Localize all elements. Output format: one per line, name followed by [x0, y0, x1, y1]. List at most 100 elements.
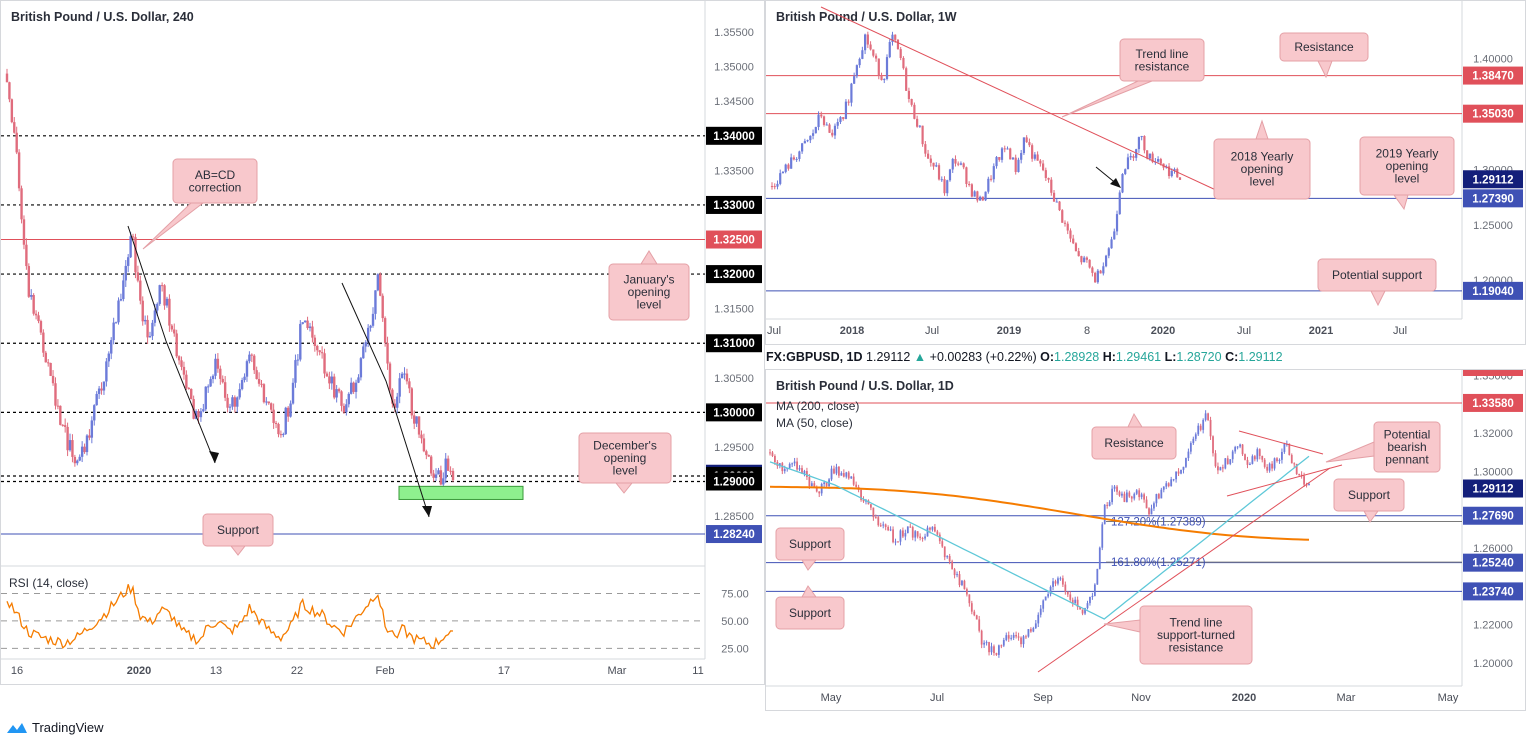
candle	[39, 321, 43, 333]
candle	[965, 167, 968, 184]
candle	[151, 322, 154, 337]
candle	[420, 434, 423, 439]
candle	[1081, 609, 1084, 614]
price-tick-label: 1.26000	[1473, 543, 1513, 555]
candle	[815, 486, 818, 492]
candle	[1165, 483, 1168, 487]
candle	[1283, 443, 1286, 452]
candle	[1086, 603, 1089, 609]
candle	[357, 377, 360, 383]
candle	[1084, 608, 1086, 614]
candle	[434, 474, 438, 478]
daily-chart[interactable]: 1.350001.335801.320001.300001.291121.276…	[766, 370, 1525, 710]
daily-chart-panel[interactable]: 1.35000 1.33580 1.32000 1.30000 1.29112 1.276…	[765, 369, 1526, 711]
candle	[1253, 456, 1256, 460]
candle	[286, 407, 290, 417]
candle	[1115, 214, 1119, 232]
candle	[906, 526, 909, 534]
candle	[1251, 456, 1254, 464]
time-tick-label: 17	[498, 665, 510, 677]
candle	[1241, 444, 1244, 455]
candle	[1031, 145, 1034, 159]
up-triangle-icon: ▲	[913, 350, 927, 364]
tradingview-brand[interactable]: TradingView	[6, 720, 104, 735]
candle	[274, 422, 278, 425]
candle	[1012, 634, 1015, 638]
price-tag-bg	[706, 265, 762, 284]
weekly-chart-panel[interactable]: 1.400001.384701.350301.300001.291121.273…	[765, 0, 1526, 345]
candle	[806, 470, 808, 478]
candle	[976, 191, 979, 201]
candle	[1182, 466, 1185, 470]
candle	[1085, 257, 1088, 260]
callout-text: 2019 Yearly	[1376, 147, 1439, 161]
candle	[1110, 239, 1113, 249]
callout-text: opening	[628, 285, 671, 299]
candle	[1074, 243, 1078, 252]
candle	[798, 151, 801, 159]
pennant-lower	[1226, 464, 1343, 497]
candle	[282, 434, 285, 436]
price-tag-label: 1.29000	[713, 476, 755, 488]
candle	[112, 322, 115, 341]
candle	[386, 342, 389, 364]
candle	[1148, 508, 1150, 515]
weekly-chart[interactable]: 1.400001.384701.350301.300001.291121.273…	[766, 1, 1525, 344]
candle	[330, 376, 334, 384]
candle	[1219, 467, 1222, 471]
time-tick-label: 2020	[1151, 325, 1175, 337]
h4-chart[interactable]: 1.35500 1.35000 1.34500 1.34000 1.33500 1.330…	[1, 1, 764, 684]
candle	[1020, 153, 1023, 160]
candle	[148, 336, 152, 338]
ma50-line	[769, 455, 1310, 620]
candle	[306, 320, 309, 329]
h4-chart-panel[interactable]: 1.35500 1.35000 1.34500 1.34000 1.33500 1.330…	[0, 0, 765, 685]
candle	[963, 580, 966, 590]
candle	[1091, 595, 1094, 597]
candle	[1009, 148, 1012, 160]
candle	[374, 290, 377, 314]
price-tag-bg	[706, 126, 762, 145]
time-tick-label: Sep	[1033, 692, 1053, 704]
candle	[1017, 159, 1020, 172]
candle	[1066, 223, 1069, 231]
candle	[328, 376, 331, 384]
price-tag-label: 1.31000	[713, 338, 755, 350]
candle	[1175, 471, 1177, 480]
candle	[265, 401, 268, 403]
candle	[253, 355, 256, 371]
candle	[245, 361, 249, 377]
candle	[965, 589, 968, 595]
candle	[422, 438, 426, 452]
candle	[995, 653, 998, 655]
candle	[13, 122, 16, 133]
price-tick-label: 1.35000	[714, 62, 754, 74]
price-change: +0.00283 (+0.22%)	[929, 350, 1037, 364]
candle	[1014, 157, 1017, 172]
candle	[337, 389, 341, 392]
candle	[1005, 635, 1008, 641]
candle	[1209, 419, 1212, 437]
candle	[798, 468, 801, 470]
candle	[1288, 443, 1291, 456]
candle	[449, 470, 452, 472]
top-resistance-marker	[1463, 370, 1523, 376]
candle	[891, 34, 894, 43]
candle	[899, 49, 902, 58]
callout-support-1: Support	[1333, 478, 1405, 523]
candle	[993, 646, 995, 654]
rsi-tick-label: 50.00	[721, 616, 749, 628]
price-tag-label: 1.32000	[713, 269, 755, 281]
candle	[858, 58, 861, 66]
candle	[25, 244, 28, 267]
time-tick-label: 8	[1084, 325, 1090, 337]
ma200-legend: MA (200, close)	[776, 399, 859, 413]
candle	[1066, 591, 1069, 595]
candle	[233, 397, 237, 407]
candle	[1007, 635, 1010, 639]
candle	[776, 183, 779, 187]
candle	[1224, 458, 1227, 469]
candle	[156, 303, 159, 311]
candle	[1278, 459, 1281, 462]
time-tick-label: 16	[11, 665, 23, 677]
